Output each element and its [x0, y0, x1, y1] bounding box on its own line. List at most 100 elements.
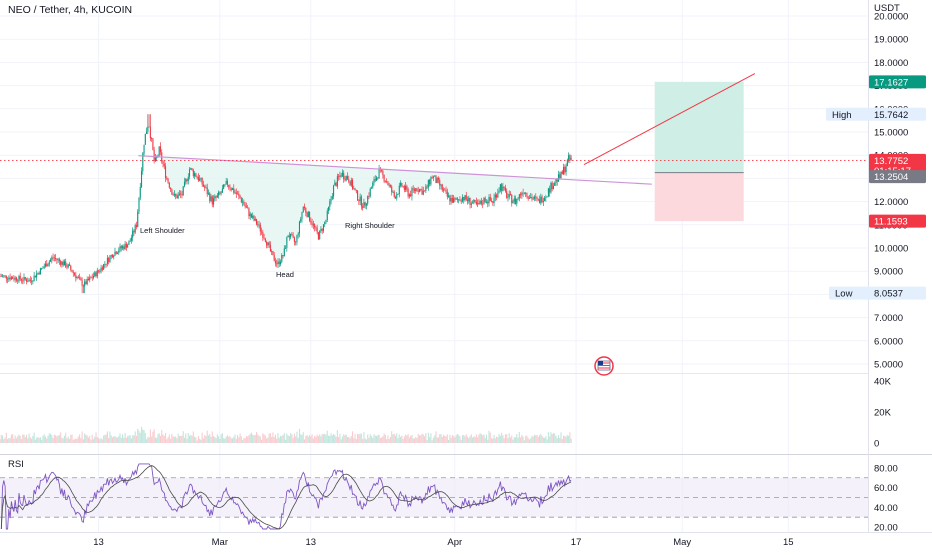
volume-bar: [205, 436, 207, 443]
volume-bar: [148, 437, 150, 443]
volume-bar: [411, 434, 413, 443]
candle-body: [335, 182, 337, 187]
volume-bar: [245, 436, 247, 443]
candle-body: [305, 207, 307, 213]
candle-body: [309, 211, 311, 221]
candle-body: [103, 264, 105, 270]
projection-line: [583, 73, 756, 166]
volume-bar: [559, 438, 561, 443]
volume-bar: [10, 434, 12, 443]
chart-title: NEO / Tether, 4h, KUCOIN: [8, 4, 132, 16]
volume-bar: [370, 435, 373, 443]
candle-body: [406, 185, 408, 190]
volume-bar: [181, 435, 183, 443]
candle-body: [91, 277, 93, 279]
volume-bar: [115, 437, 117, 443]
candle-body: [407, 189, 409, 197]
candle-body: [325, 219, 327, 223]
volume-bar: [526, 435, 528, 443]
candle-body: [302, 206, 304, 213]
candle-body: [191, 168, 193, 170]
entry-price-tag-bg: [869, 170, 926, 184]
volume-bar: [175, 436, 177, 443]
volume-bar: [278, 437, 280, 443]
candle-body: [194, 173, 196, 177]
volume-bar: [314, 435, 316, 443]
candle-body: [431, 177, 433, 179]
candle-body: [67, 264, 69, 268]
candle-body: [27, 281, 29, 283]
candle-body: [129, 240, 131, 242]
volume-bar: [340, 439, 342, 443]
candle-body: [465, 195, 467, 200]
candle-body: [74, 273, 76, 275]
candle-body: [98, 270, 100, 272]
time-axis[interactable]: 13 Mar 13 Apr 17 May 15: [93, 537, 793, 548]
candle-body: [461, 197, 464, 202]
candle-body: [36, 273, 38, 278]
candle-body: [214, 196, 216, 199]
economic-event-icon[interactable]: [594, 356, 614, 376]
candle-body: [544, 197, 546, 201]
candle-body: [435, 175, 437, 183]
candle-body: [171, 189, 173, 195]
volume-bar: [195, 437, 197, 443]
volume-bar: [272, 432, 274, 443]
volume-bar: [144, 432, 146, 443]
volume-bar: [293, 433, 295, 443]
volume-bar: [420, 435, 422, 443]
volume-bar: [153, 429, 155, 443]
candle-body: [307, 211, 309, 218]
candle-body: [446, 191, 448, 197]
candle-body: [442, 189, 445, 191]
candle-body: [413, 189, 416, 191]
volume-bar: [65, 432, 67, 443]
candle-body: [101, 267, 103, 270]
candle-body: [279, 261, 282, 265]
rsi-pane: [0, 463, 868, 530]
candle-body: [14, 277, 16, 280]
candle-body: [176, 195, 178, 199]
candle-body: [448, 195, 450, 197]
candle-body: [306, 212, 308, 218]
candle-body: [111, 255, 114, 258]
candle-body: [384, 181, 386, 183]
low-tag-bg: [829, 286, 926, 300]
candle-body: [109, 256, 111, 262]
candle-body: [187, 176, 189, 182]
candle-body: [485, 201, 488, 203]
volume-bar: [437, 437, 440, 443]
candle-body: [133, 230, 135, 233]
volume-bar: [343, 434, 345, 443]
left-shoulder-label: Left Shoulder: [140, 226, 185, 235]
candle-body: [278, 261, 280, 265]
price-tags: 17.1627High15.764213.775201:15:1713.2504…: [826, 75, 926, 300]
candle-body: [401, 183, 403, 187]
candle-body: [525, 192, 527, 194]
candle-body: [87, 278, 90, 281]
volume-bar: [320, 436, 322, 443]
volume-bar: [177, 433, 179, 443]
candle-body: [149, 126, 151, 139]
volume-bar: [483, 434, 485, 443]
candle-body: [255, 218, 258, 225]
volume-bar: [296, 431, 298, 443]
candle-body: [220, 192, 222, 194]
volume-bar: [34, 439, 36, 443]
volume-bar: [187, 433, 189, 443]
volume-bar: [405, 434, 407, 443]
candle-body: [526, 192, 528, 197]
candle-body: [61, 261, 63, 265]
volume-bar: [258, 435, 260, 443]
candle-body: [182, 186, 184, 196]
volume-bar: [568, 435, 570, 443]
volume-bar: [531, 435, 533, 443]
volume-bar: [520, 437, 522, 443]
candle-body: [215, 196, 217, 198]
volume-bar: [273, 437, 275, 443]
volume-bar: [134, 431, 136, 443]
volume-bar: [100, 437, 102, 443]
candle-body: [312, 224, 314, 226]
volume-bar: [90, 439, 92, 443]
